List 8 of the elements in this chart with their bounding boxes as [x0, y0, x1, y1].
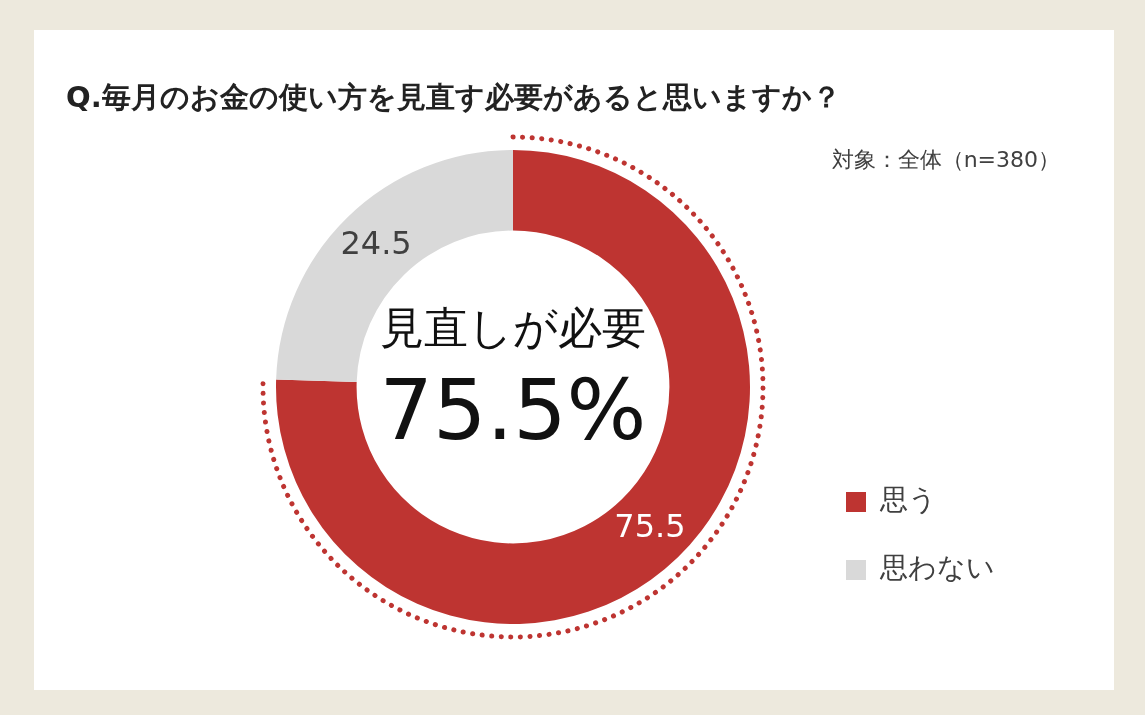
chart-title: Q.毎月のお金の使い方を見直す必要があると思いますか？ [66, 79, 841, 116]
text: 見直しが必要 [380, 302, 646, 354]
chart-subtitle: 対象：全体（n=380） [831, 146, 1060, 174]
legend-label: 思わない [879, 551, 995, 585]
data-label: 75.5 [614, 506, 686, 545]
text: 75.5% [379, 360, 647, 459]
data-label: 24.5 [340, 224, 412, 263]
legend-label: 思う [879, 483, 937, 517]
